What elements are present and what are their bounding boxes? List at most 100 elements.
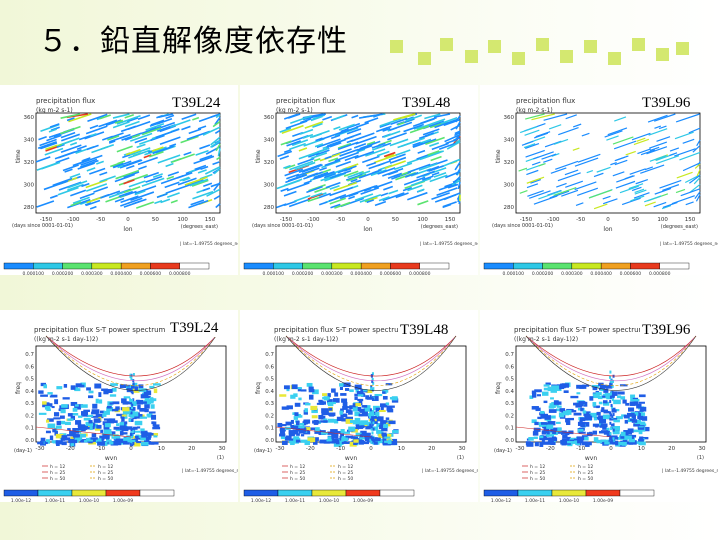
streak [169, 143, 177, 148]
streak [350, 132, 375, 142]
streak [366, 199, 375, 204]
power-cell [288, 430, 296, 435]
colorbar-segment [619, 489, 655, 497]
power-cell [593, 417, 598, 421]
power-cell [119, 430, 124, 436]
power-cell [339, 386, 343, 391]
dispersion-curve [285, 335, 457, 386]
colorbar-label: 0.000100 [263, 271, 285, 275]
power-cell [149, 399, 154, 404]
power-cell [560, 440, 565, 445]
power-cell [281, 406, 289, 410]
power-cell [353, 441, 357, 446]
power-cell [624, 431, 633, 435]
streak [640, 149, 656, 156]
colorbar-segment [390, 262, 420, 270]
decoration-square [584, 40, 597, 53]
colorbar-label: 0.000400 [590, 271, 612, 275]
streak [78, 134, 93, 141]
power-cell [387, 405, 395, 408]
decoration-square [512, 52, 525, 65]
power-cell [308, 388, 315, 393]
spectrum-plot: precipitation flux S-T power spectrum ((k… [483, 326, 718, 502]
power-cell [129, 432, 132, 436]
streak [210, 140, 221, 148]
power-cell [122, 401, 129, 405]
streak [131, 134, 141, 139]
power-cell [49, 395, 55, 398]
streak [636, 137, 646, 142]
streak [543, 158, 553, 163]
power-cell [632, 399, 640, 402]
streak [87, 113, 108, 123]
streak [143, 171, 160, 179]
streak [35, 156, 51, 163]
streak [365, 148, 386, 157]
streak [395, 192, 409, 199]
streak [283, 164, 291, 169]
colorbar-label: 1.00e-11 [45, 498, 65, 502]
power-cell [116, 413, 125, 417]
power-cell [346, 406, 350, 409]
x-tick-label: -30 [276, 446, 285, 452]
streak [656, 155, 680, 165]
streak [193, 155, 215, 165]
power-cell [67, 418, 74, 421]
power-cell [540, 422, 548, 425]
power-cell [104, 423, 111, 428]
streak [280, 187, 289, 192]
plot-frame [35, 345, 227, 443]
streak [337, 141, 359, 151]
legend-label: h = 25 [338, 470, 353, 476]
power-cell [622, 399, 627, 404]
power-cell [355, 403, 362, 407]
streak [346, 139, 354, 144]
power-cell [123, 441, 130, 445]
power-cell [591, 384, 600, 388]
power-cell [116, 435, 121, 441]
power-cell [60, 409, 66, 414]
streak [321, 160, 341, 169]
x-tick-label: 0 [129, 446, 133, 452]
streak [407, 184, 423, 192]
streak [633, 138, 650, 146]
streak [613, 140, 637, 150]
power-cell [279, 433, 286, 437]
power-cell [352, 403, 357, 408]
power-cell [382, 396, 388, 400]
power-cell [558, 412, 565, 418]
streak [557, 172, 581, 182]
power-cell [629, 401, 635, 406]
legend-label: h = 50 [98, 476, 113, 482]
power-cell [54, 430, 58, 436]
power-cell [95, 438, 102, 444]
streak [61, 137, 80, 146]
power-cell [568, 430, 574, 435]
power-cell [560, 430, 567, 435]
power-cell [326, 399, 333, 403]
streak [649, 146, 660, 152]
power-cell [327, 393, 331, 398]
power-cell [580, 423, 586, 428]
power-cell [141, 432, 147, 438]
power-cell [143, 436, 151, 440]
streak [36, 200, 55, 208]
power-cell [563, 410, 569, 416]
power-cell [136, 441, 142, 444]
streak [431, 192, 450, 201]
power-cell [352, 407, 358, 412]
colorbar-label: 0.000800 [169, 271, 191, 275]
power-cell [638, 439, 644, 442]
power-cell [577, 439, 584, 444]
power-cell [577, 428, 584, 433]
streak [440, 158, 461, 168]
streak [277, 150, 293, 158]
streak [313, 157, 321, 162]
dispersion-curve [285, 335, 457, 381]
colorbar-segment [571, 262, 602, 270]
power-cell [111, 401, 120, 405]
power-cell [546, 418, 552, 422]
power-cell [579, 417, 586, 422]
power-cell [44, 405, 51, 410]
streak [376, 150, 390, 157]
